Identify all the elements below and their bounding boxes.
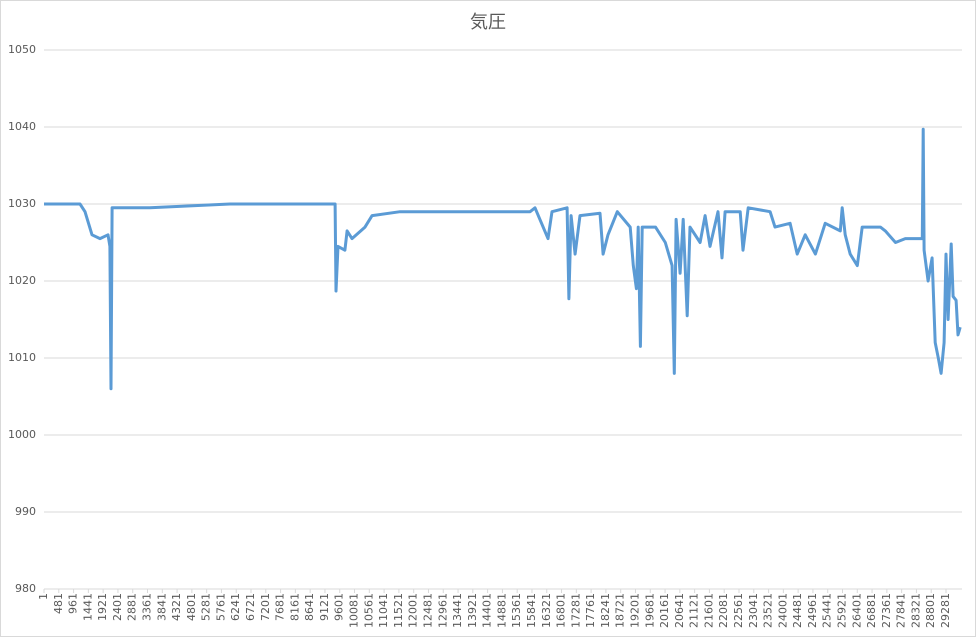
x-tick-label: 28321 — [909, 593, 922, 628]
x-tick-label: 21121 — [688, 593, 701, 628]
y-tick-label: 1000 — [8, 428, 36, 441]
x-tick-label: 25441 — [821, 593, 834, 628]
x-tick-label: 9601 — [333, 593, 346, 621]
x-tick-label: 10081 — [348, 593, 361, 628]
x-tick-label: 27841 — [895, 593, 908, 628]
x-tick-label: 4321 — [170, 593, 183, 621]
x-tick-label: 481 — [52, 593, 65, 614]
x-tick-label: 8161 — [288, 593, 301, 621]
x-tick-label: 9121 — [318, 593, 331, 621]
x-tick-label: 6721 — [244, 593, 257, 621]
x-tick-label: 13921 — [466, 593, 479, 628]
x-tick-label: 27361 — [880, 593, 893, 628]
x-tick-label: 2881 — [126, 593, 139, 621]
x-tick-label: 13441 — [451, 593, 464, 628]
x-tick-label: 2401 — [111, 593, 124, 621]
x-tick-label: 24961 — [806, 593, 819, 628]
x-tick-label: 20161 — [658, 593, 671, 628]
x-tick-label: 23521 — [762, 593, 775, 628]
x-tick-label: 7681 — [274, 593, 287, 621]
x-tick-label: 11521 — [392, 593, 405, 628]
y-tick-label: 990 — [15, 505, 36, 518]
x-tick-label: 1921 — [96, 593, 109, 621]
x-tick-label: 14401 — [481, 593, 494, 628]
x-tick-label: 24481 — [791, 593, 804, 628]
x-tick-label: 25921 — [836, 593, 849, 628]
x-tick-label: 5281 — [200, 593, 213, 621]
x-tick-label: 24001 — [776, 593, 789, 628]
x-tick-label: 18241 — [599, 593, 612, 628]
x-tick-label: 12961 — [436, 593, 449, 628]
x-tick-label: 11041 — [377, 593, 390, 628]
x-tick-label: 19201 — [628, 593, 641, 628]
y-tick-label: 1030 — [8, 197, 36, 210]
x-tick-label: 3361 — [141, 593, 154, 621]
x-tick-label: 28801 — [924, 593, 937, 628]
x-tick-label: 20641 — [673, 593, 686, 628]
y-tick-label: 1040 — [8, 120, 36, 133]
y-tick-label: 1010 — [8, 351, 36, 364]
x-tick-label: 961 — [67, 593, 80, 614]
y-tick-label: 980 — [15, 582, 36, 595]
x-tick-label: 12001 — [407, 593, 420, 628]
x-tick-label: 19681 — [643, 593, 656, 628]
x-tick-label: 6241 — [229, 593, 242, 621]
x-tick-label: 22081 — [717, 593, 730, 628]
x-tick-label: 1441 — [81, 593, 94, 621]
x-tick-label: 21601 — [702, 593, 715, 628]
line-series — [44, 127, 962, 391]
chart-title: 気圧 — [470, 12, 506, 33]
x-tick-label: 26401 — [850, 593, 863, 628]
x-tick-label: 17761 — [584, 593, 597, 628]
x-tick-label: 15841 — [525, 593, 538, 628]
x-tick-label: 23041 — [747, 593, 760, 628]
x-tick-label: 16801 — [555, 593, 568, 628]
x-tick-label: 5761 — [214, 593, 227, 621]
x-tick-label: 8641 — [303, 593, 316, 621]
x-tick-label: 12481 — [421, 593, 434, 628]
x-tick-label: 17281 — [569, 593, 582, 628]
x-tick-label: 26881 — [865, 593, 878, 628]
x-tick-label: 4801 — [185, 593, 198, 621]
x-tick-label: 22561 — [732, 593, 745, 628]
x-tick-label: 15361 — [510, 593, 523, 628]
x-tick-label: 29281 — [939, 593, 952, 628]
y-tick-label: 1050 — [8, 43, 36, 56]
y-tick-label: 1020 — [8, 274, 36, 287]
x-tick-label: 7201 — [259, 593, 272, 621]
x-tick-label: 10561 — [362, 593, 375, 628]
x-tick-label: 18721 — [614, 593, 627, 628]
x-tick-label: 3841 — [155, 593, 168, 621]
x-tick-label: 14881 — [495, 593, 508, 628]
x-tick-label: 16321 — [540, 593, 553, 628]
x-tick-label: 1 — [37, 593, 50, 600]
